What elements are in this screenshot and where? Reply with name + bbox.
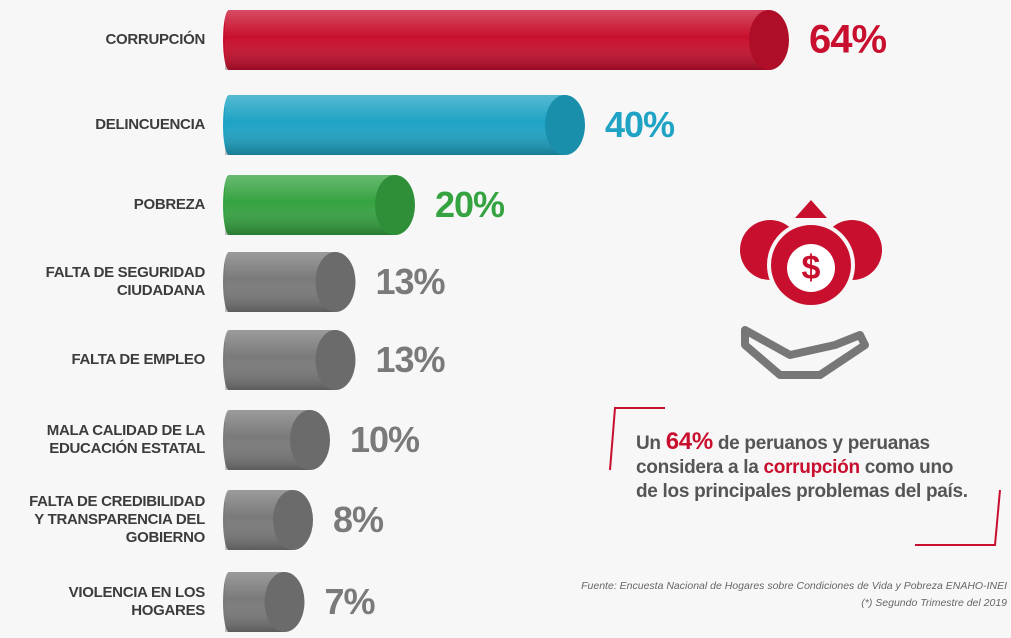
category-label: FALTA DE EMPLEO xyxy=(71,351,205,368)
bar-shade xyxy=(225,95,565,155)
category-label: MALA CALIDAD DE LA EDUCACIÓN ESTATAL xyxy=(46,422,206,457)
value-label: 13% xyxy=(375,261,446,302)
value-label: 10% xyxy=(350,419,420,460)
money-icon: $ xyxy=(740,200,882,379)
category-label: POBREZA xyxy=(133,196,206,213)
bar-cap-shade xyxy=(315,252,356,312)
value-label: 40% xyxy=(605,104,675,145)
callout-highlight: corrupción xyxy=(763,457,861,478)
value-label: 7% xyxy=(324,581,376,622)
bar-cap xyxy=(749,10,789,70)
bar-shade xyxy=(225,175,395,235)
bar-cap-shade xyxy=(273,490,313,550)
bar-cap xyxy=(290,410,330,470)
svg-text:$: $ xyxy=(802,249,821,287)
bar-cap-shade xyxy=(375,175,415,235)
callout-text: Un 64% de peruanos y peruanas considera … xyxy=(636,430,968,504)
bar-cap-shade xyxy=(315,330,356,390)
callout-frame xyxy=(609,407,665,471)
value-label: 13% xyxy=(375,339,446,380)
category-label: DELINCUENCIA xyxy=(95,116,205,133)
category-label: CORRUPCIÓN xyxy=(105,31,205,48)
callout-text-part: de peruanos y peruanas considera a la xyxy=(636,433,930,478)
category-label: FALTA DE SEGURIDAD CIUDADANA xyxy=(45,264,206,299)
bar-cap xyxy=(273,490,313,550)
bar-cap xyxy=(264,572,305,632)
value-label: 20% xyxy=(435,184,505,225)
bar-cap-shade xyxy=(545,95,585,155)
bar-cap xyxy=(375,175,415,235)
bar-cap-shade xyxy=(749,10,789,70)
callout-text-part: como uno de los principales problemas de… xyxy=(636,457,968,502)
value-label: 64% xyxy=(809,17,887,62)
category-label: VIOLENCIA EN LOS HOGARES xyxy=(68,584,206,619)
bar-cap xyxy=(315,330,356,390)
source-note: (*) Segundo Trimestre del 2019 xyxy=(861,597,1007,609)
bar-cap xyxy=(545,95,585,155)
bar-cap-shade xyxy=(264,572,305,632)
callout-frame xyxy=(915,489,1001,546)
category-label: FALTA DE CREDIBILIDAD Y TRANSPARENCIA DE… xyxy=(29,493,205,546)
source: Fuente: Encuesta Nacional de Hogares sob… xyxy=(581,580,1007,592)
callout-highlight: 64% xyxy=(665,428,713,455)
value-label: 8% xyxy=(333,499,384,540)
bar-cap-shade xyxy=(290,410,330,470)
callout-text-part: Un xyxy=(636,433,666,454)
bar-cap xyxy=(315,252,356,312)
bar-shade xyxy=(225,10,769,70)
